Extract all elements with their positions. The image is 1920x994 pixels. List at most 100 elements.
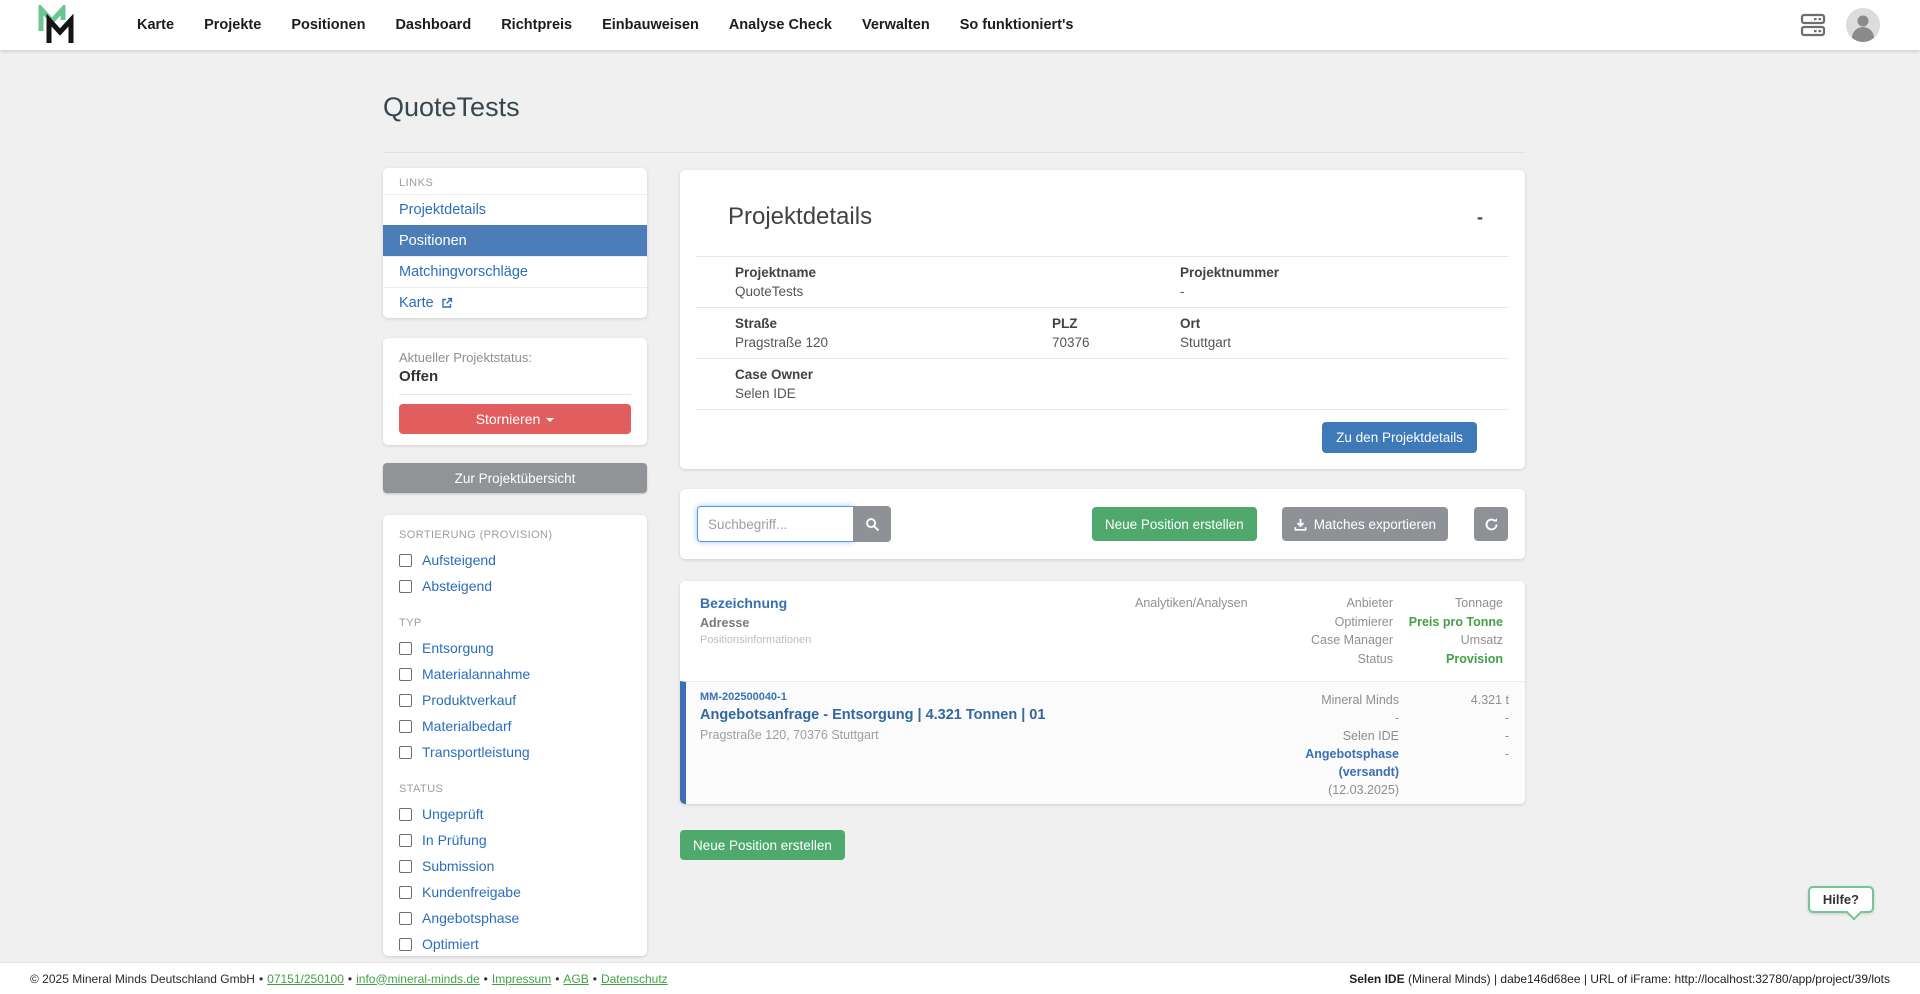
- checkbox[interactable]: [399, 833, 412, 847]
- filter-optimiert[interactable]: Optimiert: [399, 931, 631, 956]
- column-preis-pro-tonne[interactable]: Preis pro Tonne: [1408, 614, 1503, 629]
- project-status-label: Aktueller Projektstatus:: [399, 350, 532, 365]
- table-header-column-group-b: Tonnage Preis pro Tonne Umsatz Provision: [1409, 594, 1503, 668]
- footer-impressum-link[interactable]: Impressum: [491, 971, 552, 986]
- checkbox[interactable]: [399, 859, 412, 873]
- nav-item-verwalten[interactable]: Verwalten: [861, 17, 930, 33]
- nav-item-richtpreis[interactable]: Richtpreis: [501, 17, 573, 33]
- filter-materialannahme[interactable]: Materialannahme: [399, 661, 631, 687]
- filter-label: Transportleistung: [422, 744, 530, 760]
- filter-in-pruefung[interactable]: In Prüfung: [399, 827, 631, 853]
- sidebar-item-matchingvorschlaege[interactable]: Matchingvorschläge: [383, 256, 647, 287]
- mineral-minds-logo[interactable]: [38, 4, 76, 46]
- export-matches-button[interactable]: Matches exportieren: [1281, 507, 1448, 541]
- column-case-manager[interactable]: Case Manager: [1311, 633, 1393, 647]
- create-position-button[interactable]: Neue Position erstellen: [1091, 507, 1257, 541]
- sidebar-item-projektdetails[interactable]: Projektdetails: [383, 194, 647, 225]
- position-case-manager: Selen IDE: [1342, 729, 1399, 743]
- filter-absteigend[interactable]: Absteigend: [399, 573, 631, 599]
- filter-produktverkauf[interactable]: Produktverkauf: [399, 687, 631, 713]
- main-navigation: Karte Projekte Positionen Dashboard Rich…: [122, 0, 1089, 50]
- sidebar-item-label: Positionen: [399, 233, 467, 249]
- footer-datenschutz-link[interactable]: Datenschutz: [600, 971, 668, 986]
- filter-angebotsphase[interactable]: Angebotsphase: [399, 905, 631, 931]
- project-details-title: Projektdetails: [728, 203, 873, 230]
- nav-item-so-funktionierts[interactable]: So funktioniert's: [959, 17, 1074, 33]
- project-overview-button[interactable]: Zur Projektübersicht: [383, 463, 647, 493]
- create-position-button-bottom[interactable]: Neue Position erstellen: [680, 830, 845, 860]
- project-details-fields: Projektname QuoteTests Projektnummer - S…: [696, 256, 1509, 410]
- position-title-link[interactable]: Angebotsanfrage - Entsorgung | 4.321 Ton…: [700, 707, 1046, 723]
- checkbox[interactable]: [399, 579, 412, 593]
- filter-entsorgung[interactable]: Entsorgung: [399, 635, 631, 661]
- search-button[interactable]: [853, 506, 891, 542]
- filter-aufsteigend[interactable]: Aufsteigend: [399, 547, 631, 573]
- export-matches-label: Matches exportieren: [1313, 516, 1436, 532]
- nav-item-dashboard[interactable]: Dashboard: [395, 17, 472, 33]
- checkbox[interactable]: [399, 911, 412, 925]
- toolbar-actions: Neue Position erstellen Matches exportie…: [1091, 507, 1508, 541]
- search-input[interactable]: [697, 506, 853, 542]
- checkbox[interactable]: [399, 719, 412, 733]
- filter-submission[interactable]: Submission: [399, 853, 631, 879]
- checkbox[interactable]: [399, 885, 412, 899]
- sidebar-item-karte[interactable]: Karte: [383, 287, 647, 318]
- position-anbieter: Mineral Minds: [1321, 693, 1399, 707]
- column-tonnage[interactable]: Tonnage: [1455, 596, 1503, 610]
- checkbox[interactable]: [399, 667, 412, 681]
- to-project-details-button[interactable]: Zu den Projektdetails: [1322, 422, 1477, 453]
- filter-label: Ungeprüft: [422, 806, 484, 822]
- field-value: Pragstraße 120: [735, 335, 829, 350]
- column-anbieter[interactable]: Anbieter: [1346, 596, 1393, 610]
- filter-materialbedarf[interactable]: Materialbedarf: [399, 713, 631, 739]
- filter-group-sortierung-header: SORTIERUNG (PROVISION): [399, 529, 553, 541]
- footer-email-link[interactable]: info@mineral-minds.de: [356, 971, 480, 986]
- cancel-project-button[interactable]: Stornieren: [399, 404, 631, 434]
- field-ort: Ort Stuttgart: [1180, 316, 1509, 350]
- filter-kundenfreigabe[interactable]: Kundenfreigabe: [399, 879, 631, 905]
- checkbox[interactable]: [399, 745, 412, 759]
- project-details-footer: Zu den Projektdetails: [680, 410, 1525, 469]
- footer-agb-link[interactable]: AGB: [563, 971, 589, 986]
- column-umsatz[interactable]: Umsatz: [1460, 633, 1503, 647]
- field-plz: PLZ 70376: [1052, 316, 1180, 350]
- nav-item-positionen[interactable]: Positionen: [291, 17, 366, 33]
- position-status-date: (12.03.2025): [1328, 783, 1399, 797]
- server-stack-icon[interactable]: [1800, 13, 1826, 37]
- project-details-header: Projektdetails -: [680, 170, 1525, 232]
- column-bezeichnung[interactable]: Bezeichnung: [700, 595, 788, 611]
- column-status[interactable]: Status: [1357, 651, 1393, 666]
- position-address: Pragstraße 120, 70376 Stuttgart: [700, 728, 879, 742]
- navbar-right-controls: [1800, 8, 1880, 42]
- status-divider: [399, 394, 631, 395]
- collapse-card-button[interactable]: -: [1477, 207, 1483, 227]
- position-row[interactable]: MM-202500040-1 Angebotsanfrage - Entsorg…: [680, 681, 1525, 804]
- filter-transportleistung[interactable]: Transportleistung: [399, 739, 631, 765]
- footer-separator: •: [258, 971, 264, 986]
- field-label: Case Owner: [735, 367, 814, 382]
- field-value: 70376: [1052, 335, 1090, 350]
- filter-ungeprueft[interactable]: Ungeprüft: [399, 801, 631, 827]
- checkbox[interactable]: [399, 807, 412, 821]
- checkbox[interactable]: [399, 937, 412, 951]
- user-avatar[interactable]: [1846, 8, 1880, 42]
- checkbox[interactable]: [399, 641, 412, 655]
- nav-item-analyse-check[interactable]: Analyse Check: [728, 17, 832, 33]
- nav-item-karte[interactable]: Karte: [137, 17, 175, 33]
- filter-label: Materialannahme: [422, 666, 531, 682]
- refresh-button[interactable]: [1474, 507, 1508, 541]
- checkbox[interactable]: [399, 553, 412, 567]
- checkbox[interactable]: [399, 693, 412, 707]
- help-button[interactable]: Hilfe?: [1807, 886, 1874, 913]
- sidebar-item-positionen[interactable]: Positionen: [383, 225, 647, 256]
- position-preis-pro-tonne: -: [1504, 711, 1509, 725]
- title-divider: [383, 152, 1525, 153]
- column-provision[interactable]: Provision: [1446, 651, 1503, 666]
- column-optimierer[interactable]: Optimierer: [1334, 614, 1393, 629]
- position-status-detail: (versandt): [1338, 765, 1399, 779]
- filter-card: SORTIERUNG (PROVISION) Aufsteigend Abste…: [383, 515, 647, 956]
- column-analytiken: Analytiken/Analysen: [1135, 596, 1248, 610]
- nav-item-projekte[interactable]: Projekte: [204, 17, 262, 33]
- nav-item-einbauweisen[interactable]: Einbauweisen: [602, 17, 699, 33]
- footer-phone-link[interactable]: 07151/250100: [267, 971, 344, 986]
